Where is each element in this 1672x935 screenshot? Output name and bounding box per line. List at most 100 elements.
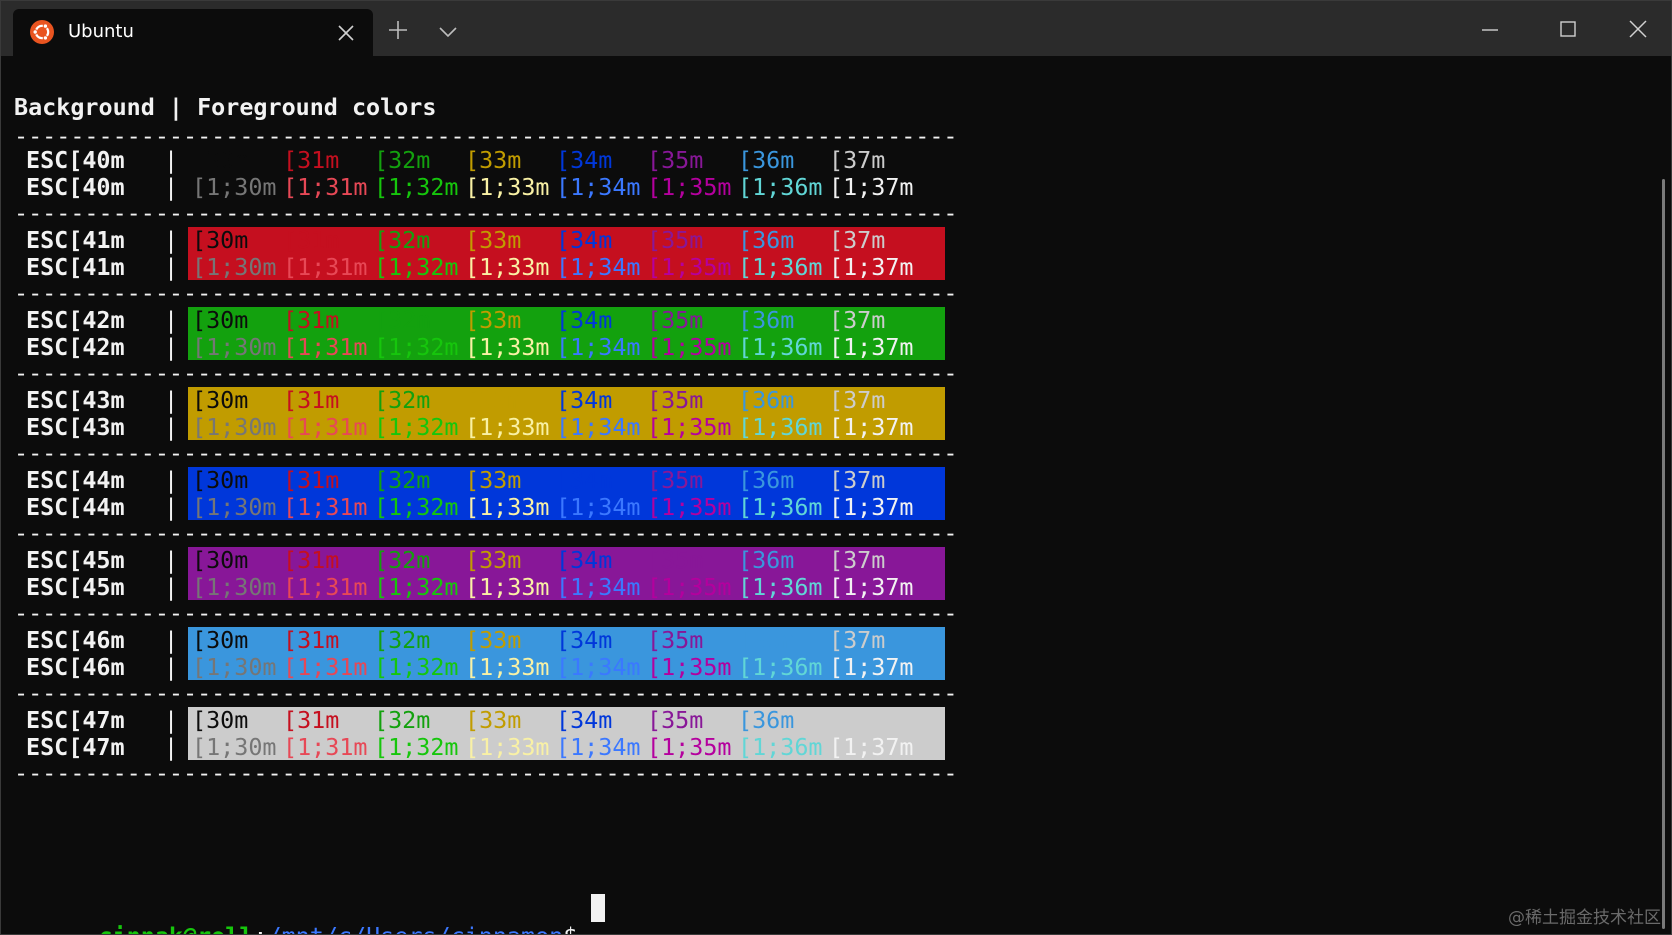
color-sample: [36m xyxy=(738,706,795,734)
color-sample: [30m xyxy=(192,626,249,654)
color-sample: [37m xyxy=(829,386,886,414)
color-sample: [34m xyxy=(556,386,613,414)
color-sample: [1;30m xyxy=(192,333,277,361)
column-divider: | xyxy=(164,706,179,734)
color-sample: [35m xyxy=(647,626,704,654)
color-sample: [37m xyxy=(829,466,886,494)
color-sample: [35m xyxy=(647,386,704,414)
row-label: ESC[41m xyxy=(26,226,125,254)
row-label: ESC[42m xyxy=(26,333,125,361)
color-sample: [1;36m xyxy=(738,413,823,441)
color-sample: [1;31m xyxy=(283,333,368,361)
color-sample: [1;30m xyxy=(192,173,277,201)
color-sample: [1;34m xyxy=(556,573,641,601)
prompt-user-host: cinnak@roll xyxy=(99,922,254,934)
column-divider: | xyxy=(164,146,179,174)
color-sample: [32m xyxy=(374,226,431,254)
shell-prompt[interactable]: cinnak@roll:/mnt/c/Users/cinnamon$ xyxy=(14,894,578,934)
terminal-content[interactable]: Background | Foreground colors ---------… xyxy=(1,56,1661,934)
color-sample: [30m xyxy=(192,146,249,174)
color-sample: [1;35m xyxy=(647,333,732,361)
color-sample: [31m xyxy=(283,626,340,654)
color-sample: [37m xyxy=(829,626,886,654)
watermark: @稀土掘金技术社区 xyxy=(1508,908,1661,928)
color-sample: [34m xyxy=(556,146,613,174)
color-sample: [1;31m xyxy=(283,253,368,281)
color-sample: [33m xyxy=(465,146,522,174)
background-swatch xyxy=(188,627,945,680)
color-sample: [1;36m xyxy=(738,253,823,281)
color-sample: [36m xyxy=(738,226,795,254)
close-icon[interactable] xyxy=(1627,18,1649,40)
background-swatch xyxy=(188,707,945,760)
color-sample: [32m xyxy=(374,386,431,414)
maximize-icon[interactable] xyxy=(1557,18,1579,40)
separator-line: ----------------------------------------… xyxy=(14,759,958,787)
new-tab-icon[interactable] xyxy=(387,19,409,41)
color-sample: [32m xyxy=(374,546,431,574)
color-sample: [1;30m xyxy=(192,573,277,601)
scrollbar[interactable] xyxy=(1662,179,1665,929)
color-sample: [1;31m xyxy=(283,493,368,521)
color-sample: [1;35m xyxy=(647,493,732,521)
background-swatch xyxy=(188,307,945,360)
color-sample: [32m xyxy=(374,146,431,174)
color-sample: [1;36m xyxy=(738,653,823,681)
color-sample: [1;37m xyxy=(829,653,914,681)
color-sample: [31m xyxy=(283,146,340,174)
chevron-down-icon[interactable] xyxy=(437,21,459,43)
color-sample: [1;33m xyxy=(465,333,550,361)
color-sample: [1;32m xyxy=(374,333,459,361)
color-sample: [32m xyxy=(374,306,431,334)
color-sample: [30m xyxy=(192,706,249,734)
row-label: ESC[43m xyxy=(26,386,125,414)
row-label: ESC[47m xyxy=(26,733,125,761)
color-sample: [1;30m xyxy=(192,253,277,281)
close-tab-icon[interactable] xyxy=(335,22,357,44)
color-sample: [1;34m xyxy=(556,653,641,681)
color-sample: [1;34m xyxy=(556,413,641,441)
color-sample: [31m xyxy=(283,226,340,254)
column-divider: | xyxy=(164,653,179,681)
background-swatch xyxy=(188,227,945,280)
row-label: ESC[44m xyxy=(26,493,125,521)
color-sample: [1;35m xyxy=(647,413,732,441)
minimize-icon[interactable] xyxy=(1479,19,1501,41)
color-sample: [1;32m xyxy=(374,253,459,281)
color-sample: [1;30m xyxy=(192,413,277,441)
row-label: ESC[45m xyxy=(26,573,125,601)
color-sample: [1;36m xyxy=(738,333,823,361)
color-sample: [1;37m xyxy=(829,413,914,441)
color-sample: [1;37m xyxy=(829,573,914,601)
color-sample: [1;32m xyxy=(374,573,459,601)
color-sample: [33m xyxy=(465,306,522,334)
title-bar: Ubuntu xyxy=(1,1,1671,56)
color-sample: [1;35m xyxy=(647,573,732,601)
color-sample: [1;35m xyxy=(647,253,732,281)
color-sample: [1;30m xyxy=(192,493,277,521)
tab-ubuntu[interactable]: Ubuntu xyxy=(13,9,373,56)
color-sample: [33m xyxy=(465,226,522,254)
column-divider: | xyxy=(164,733,179,761)
color-sample: [1;31m xyxy=(283,173,368,201)
color-sample: [35m xyxy=(647,466,704,494)
color-sample: [31m xyxy=(283,546,340,574)
color-sample: [37m xyxy=(829,226,886,254)
separator-line: ----------------------------------------… xyxy=(14,519,958,547)
background-swatch xyxy=(188,547,945,600)
table-header: Background | Foreground colors xyxy=(14,93,437,121)
color-sample: [1;37m xyxy=(829,333,914,361)
separator-line: ----------------------------------------… xyxy=(14,122,958,150)
prompt-path: /mnt/c/Users/cinnamon xyxy=(268,922,564,934)
color-sample: [1;31m xyxy=(283,413,368,441)
column-divider: | xyxy=(164,226,179,254)
color-sample: [35m xyxy=(647,546,704,574)
color-sample: [30m xyxy=(192,386,249,414)
column-divider: | xyxy=(164,546,179,574)
color-sample: [37m xyxy=(829,546,886,574)
row-label: ESC[40m xyxy=(26,173,125,201)
color-sample: [1;36m xyxy=(738,573,823,601)
color-sample: [37m xyxy=(829,146,886,174)
prompt-dollar: $ xyxy=(563,922,577,934)
